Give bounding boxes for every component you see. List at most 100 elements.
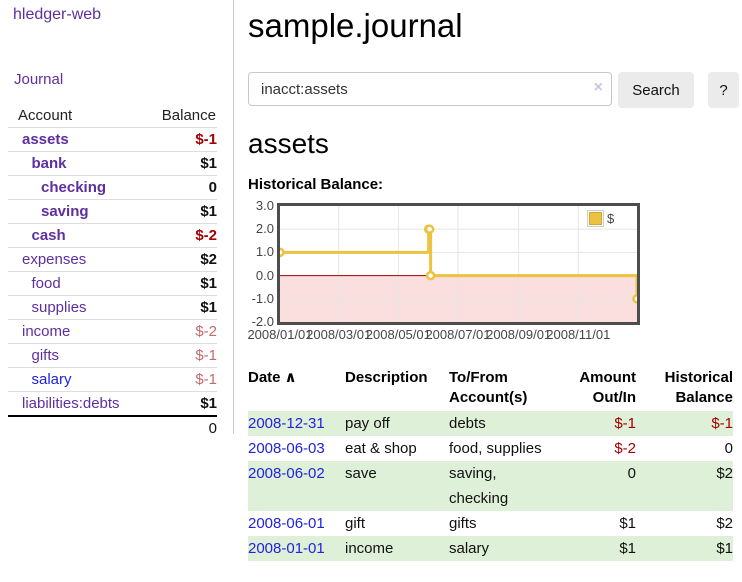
account-link[interactable]: food (32, 275, 61, 292)
hledger-web-page: hledger-web Journal Account Balance asse… (0, 0, 742, 582)
x-axis-tick-label: 2008/11/01 (542, 327, 614, 342)
accounts-total-spacer (8, 416, 148, 440)
account-balance: $-1 (148, 128, 217, 152)
register-header-row: Date∧ Description To/From Account(s) Amo… (248, 368, 733, 411)
account-row: expenses $2 (8, 248, 217, 272)
historical-balance-chart: $ 3.02.01.00.0-1.0-2.02008/01/012008/03/… (248, 200, 742, 342)
legend-swatch-box (587, 210, 604, 227)
register-row: 2008-06-01 giftgifts$1$2 (248, 511, 733, 536)
account-link[interactable]: expenses (22, 251, 86, 268)
accounts-header-balance: Balance (148, 104, 217, 128)
transaction-amount: $-2 (551, 436, 636, 461)
account-balance: $-2 (148, 320, 217, 344)
account-link[interactable]: assets (22, 131, 69, 148)
sidebar-divider (233, 0, 234, 434)
account-balance: $1 (148, 272, 217, 296)
account-link[interactable]: income (22, 323, 70, 340)
transaction-balance: $2 (636, 511, 733, 536)
transaction-description: save (345, 461, 449, 511)
register-row: 2008-06-03 eat & shopfood, supplies$-20 (248, 436, 733, 461)
register-row: 2008-06-02savesaving, checking0$2 (248, 461, 733, 511)
accounts-header-row: Account Balance (8, 104, 217, 128)
account-row: liabilities:debts$1 (8, 392, 217, 417)
account-link[interactable]: salary (32, 371, 72, 388)
page-title: sample.journal (248, 6, 742, 46)
transaction-amount: 0 (551, 461, 636, 511)
y-axis-tick-label: 1.0 (248, 245, 274, 259)
main-content: sample.journal × Search ? assets Histori… (248, 0, 742, 561)
transaction-description: gift (345, 511, 449, 536)
search-button[interactable]: Search (618, 72, 694, 108)
search-input[interactable] (248, 72, 612, 106)
account-link[interactable]: checking (41, 179, 106, 196)
sort-asc-icon: ∧ (285, 369, 297, 386)
search-box: × (248, 72, 612, 106)
transaction-balance: $2 (636, 461, 733, 511)
transaction-date-link[interactable]: 2008-06-02 (248, 465, 325, 482)
transaction-balance: $-1 (636, 411, 733, 436)
y-axis-tick-label: 2.0 (248, 222, 274, 236)
data-point-marker (427, 272, 434, 279)
account-balance: $-1 (148, 368, 217, 392)
y-axis-tick-label: -1.0 (248, 292, 274, 306)
account-heading: assets (248, 128, 742, 160)
account-link[interactable]: saving (41, 203, 89, 220)
search-help-button[interactable]: ? (708, 72, 739, 108)
transaction-date-link[interactable]: 2008-06-03 (248, 440, 325, 457)
account-row: supplies $1 (8, 296, 217, 320)
clear-search-icon[interactable]: × (594, 79, 603, 97)
account-balance: 0 (148, 176, 217, 200)
account-row: cash $-2 (8, 224, 217, 248)
account-balance: $1 (148, 296, 217, 320)
transaction-balance: $1 (636, 536, 733, 561)
transaction-amount: $1 (551, 511, 636, 536)
legend-swatch-icon (589, 212, 602, 225)
chart-title: Historical Balance: (248, 176, 742, 193)
transaction-date-link[interactable]: 2008-12-31 (248, 415, 325, 432)
transaction-description: eat & shop (345, 436, 449, 461)
account-row: salary $-1 (8, 368, 217, 392)
transaction-accounts: gifts (449, 511, 551, 536)
account-link[interactable]: bank (32, 155, 67, 172)
account-link[interactable]: gifts (32, 347, 60, 364)
chart-plot-area (277, 203, 640, 325)
register-header-accounts: To/From Account(s) (449, 368, 551, 411)
data-point-marker (426, 226, 433, 233)
account-row: bank $1 (8, 152, 217, 176)
register-header-description: Description (345, 368, 449, 411)
accounts-table: Account Balance assets $-1 bank $1 checking 0… (8, 104, 217, 440)
account-row: saving $1 (8, 200, 217, 224)
account-row: checking 0 (8, 176, 217, 200)
y-axis-tick-label: 3.0 (248, 199, 274, 213)
transaction-amount: $1 (551, 536, 636, 561)
account-row: income $-2 (8, 320, 217, 344)
register-header-amount: Amount Out/In (551, 368, 636, 411)
search-bar: × Search ? (248, 72, 742, 108)
transaction-amount: $-1 (551, 411, 636, 436)
account-balance: $-2 (148, 224, 217, 248)
register-header-date[interactable]: Date∧ (248, 368, 345, 411)
sidebar-item-journal[interactable]: Journal (14, 71, 63, 88)
transaction-description: income (345, 536, 449, 561)
chart-canvas (280, 206, 637, 322)
y-axis-tick-label: 0.0 (248, 269, 274, 283)
account-row: assets $-1 (8, 128, 217, 152)
register-table: Date∧ Description To/From Account(s) Amo… (248, 368, 733, 561)
transaction-date-link[interactable]: 2008-06-01 (248, 515, 325, 532)
account-balance: $-1 (148, 344, 217, 368)
register-row: 2008-12-31pay offdebts$-1$-1 (248, 411, 733, 436)
account-row: gifts $-1 (8, 344, 217, 368)
account-link[interactable]: supplies (32, 299, 87, 316)
transaction-accounts: debts (449, 411, 551, 436)
account-balance: $1 (148, 200, 217, 224)
account-link[interactable]: cash (32, 227, 66, 244)
account-balance: $1 (148, 152, 217, 176)
register-header-balance: Historical Balance (636, 368, 733, 411)
account-link[interactable]: liabilities:debts (22, 395, 120, 412)
transaction-accounts: food, supplies (449, 436, 551, 461)
account-balance: $2 (148, 248, 217, 272)
transaction-balance: 0 (636, 436, 733, 461)
transaction-date-link[interactable]: 2008-01-01 (248, 540, 325, 557)
transaction-accounts: salary (449, 536, 551, 561)
brand-link[interactable]: hledger-web (13, 6, 101, 24)
